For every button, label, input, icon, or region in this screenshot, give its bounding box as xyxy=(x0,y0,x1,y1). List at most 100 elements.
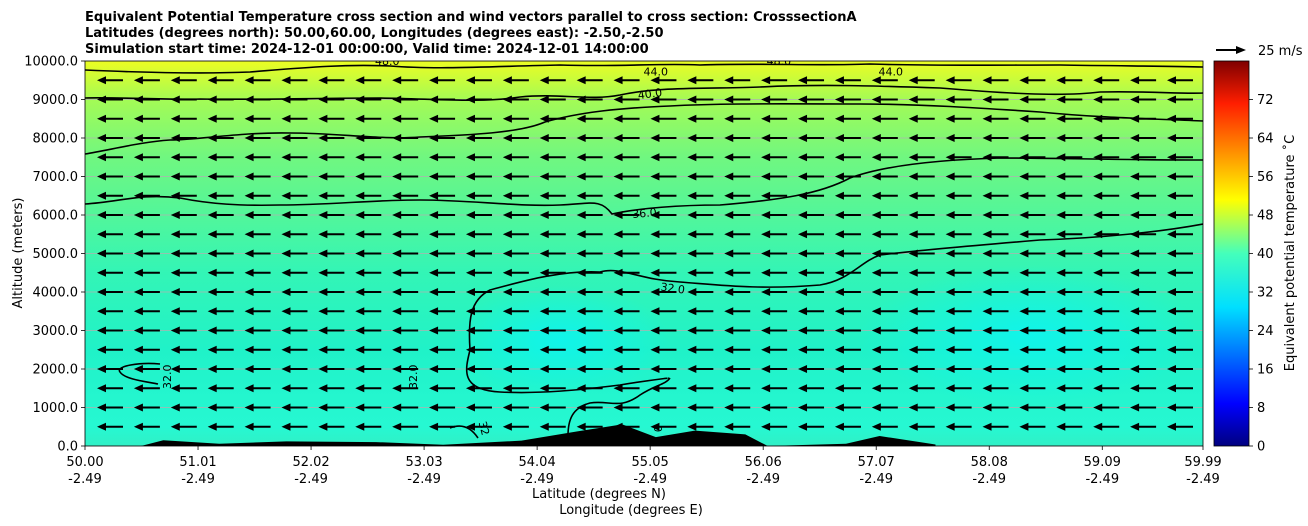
wind-vector-head xyxy=(97,365,106,373)
contour-labels: 48.0 44.0 48.0 44.0 40.0 36.0 32.0 32.0 32.0 32 0 xyxy=(161,55,903,437)
wind-vector-head xyxy=(1130,365,1140,373)
wind-vector-head xyxy=(502,403,512,412)
wind-vector-head xyxy=(429,249,439,258)
wind-vector-head xyxy=(761,326,771,335)
x-tick-label-lat: 50.00 xyxy=(66,455,103,470)
wind-vector-head xyxy=(502,134,512,142)
wind-vector-head xyxy=(539,288,549,296)
wind-vector-head xyxy=(1019,326,1029,335)
wind-vector-head xyxy=(170,95,180,104)
wind-vector-head xyxy=(170,191,180,200)
wind-vector-head xyxy=(429,172,439,181)
wind-vector-head xyxy=(97,307,106,316)
y-tick-label: 9000.0 xyxy=(33,93,79,108)
wind-vector-head xyxy=(539,345,549,354)
wind-vector-head xyxy=(502,230,512,239)
y-tick-label: 3000.0 xyxy=(33,324,79,339)
wind-vector-head xyxy=(1167,172,1176,181)
wind-vector-head xyxy=(1093,153,1103,162)
wind-vector-head xyxy=(576,211,586,219)
wind-vector-head xyxy=(724,95,734,104)
wind-vector-head xyxy=(1056,345,1066,354)
wind-vector-head xyxy=(429,114,439,123)
wind-vector-head xyxy=(650,249,660,258)
title-line: Simulation start time: 2024-12-01 00:00:… xyxy=(85,42,649,57)
wind-vector-head xyxy=(1093,249,1103,258)
wind-vector-head xyxy=(724,211,734,219)
wind-vector-head xyxy=(1019,191,1029,200)
colorbar-tick-label: 72 xyxy=(1257,93,1274,108)
wind-vector-head xyxy=(687,134,697,142)
wind-vector-head xyxy=(133,365,143,373)
wind-vector-head xyxy=(1130,76,1140,85)
wind-vector-head xyxy=(465,172,475,181)
contour-label: 40.0 xyxy=(637,86,663,102)
wind-vector-head xyxy=(871,288,881,296)
wind-vector-head xyxy=(170,384,180,393)
wind-vector-head xyxy=(798,211,808,219)
wind-vector-head xyxy=(871,384,881,393)
wind-vector-head xyxy=(724,326,734,335)
wind-vector-head xyxy=(133,211,143,219)
wind-vector-head xyxy=(687,403,697,412)
wind-vector-head xyxy=(429,307,439,316)
colorbar-tick-label: 40 xyxy=(1257,247,1274,262)
wind-vector-head xyxy=(539,384,549,393)
quiver-key: 25 m/s xyxy=(1216,44,1303,59)
wind-vector-head xyxy=(724,153,734,162)
wind-vector-head xyxy=(502,345,512,354)
wind-vector-head xyxy=(392,326,402,335)
wind-vector-head xyxy=(1130,307,1140,316)
wind-vector-head xyxy=(502,211,512,219)
wind-vector-head xyxy=(761,153,771,162)
wind-vector-head xyxy=(355,326,365,335)
wind-vector-head xyxy=(761,114,771,123)
y-axis-label: Altitude (meters) xyxy=(11,198,26,309)
x-tick-label-lon: -2.49 xyxy=(181,472,215,487)
wind-vector-head xyxy=(613,114,623,123)
wind-vector-head xyxy=(355,249,365,258)
contour-label: 48.0 xyxy=(375,55,400,68)
wind-vector-head xyxy=(908,191,918,200)
wind-vector-head xyxy=(465,211,475,219)
wind-vector-head xyxy=(502,422,512,431)
wind-vector-head xyxy=(170,76,180,85)
wind-vector-head xyxy=(1167,134,1176,142)
wind-vector-head xyxy=(355,95,365,104)
wind-vector-head xyxy=(281,345,291,354)
y-tick-label: 2000.0 xyxy=(33,363,79,378)
wind-vector-head xyxy=(244,134,254,142)
wind-vector-head xyxy=(798,172,808,181)
wind-vector-head xyxy=(687,76,697,85)
wind-vector-head xyxy=(724,268,734,277)
wind-vector-head xyxy=(1019,422,1029,431)
wind-vector-head xyxy=(429,76,439,85)
wind-vector-head xyxy=(244,211,254,219)
wind-vector-head xyxy=(1093,365,1103,373)
wind-vector-head xyxy=(318,172,328,181)
wind-vector-head xyxy=(465,191,475,200)
wind-vector-head xyxy=(761,403,771,412)
wind-vector-head xyxy=(97,172,106,181)
wind-vector-head xyxy=(650,307,660,316)
wind-vector-head xyxy=(170,249,180,258)
wind-vector-head xyxy=(724,191,734,200)
wind-vector-head xyxy=(281,288,291,296)
wind-vector-head xyxy=(613,211,623,219)
wind-vector-head xyxy=(355,422,365,431)
wind-vector-head xyxy=(1019,403,1029,412)
wind-vector-head xyxy=(133,153,143,162)
wind-vector-head xyxy=(1056,76,1066,85)
contour-label-group: 48.0 xyxy=(375,55,400,68)
wind-vector-head xyxy=(650,384,660,393)
wind-vector-head xyxy=(834,172,844,181)
wind-vector-head xyxy=(761,288,771,296)
wind-vector-head xyxy=(318,307,328,316)
wind-vector-head xyxy=(502,307,512,316)
wind-vector-head xyxy=(502,326,512,335)
wind-vector-head xyxy=(834,249,844,258)
wind-vector-head xyxy=(429,288,439,296)
wind-vector-head xyxy=(650,365,660,373)
wind-vector-head xyxy=(244,249,254,258)
